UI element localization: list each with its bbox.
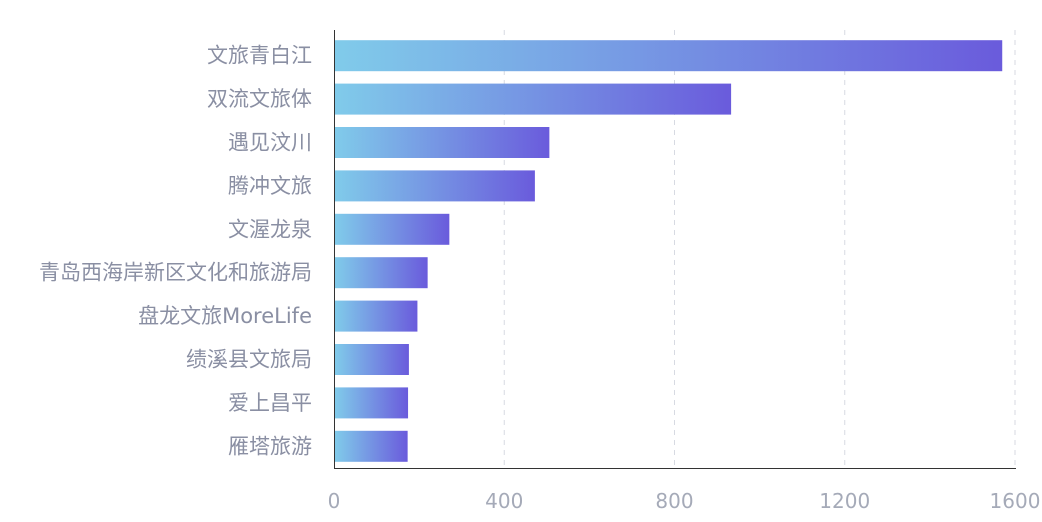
x-tick-label-1200: 1200 bbox=[819, 489, 870, 513]
bar-7 bbox=[335, 300, 418, 332]
category-label-10: 雁塔旅游 bbox=[228, 434, 312, 458]
category-label-2: 双流文旅体 bbox=[207, 87, 312, 111]
category-labels: 文旅青白江双流文旅体遇见汶川腾冲文旅文渥龙泉青岛西海岸新区文化和旅游局盘龙文旅M… bbox=[39, 44, 312, 459]
x-tick-label-800: 800 bbox=[655, 489, 693, 513]
bar-5 bbox=[335, 213, 450, 245]
bar-3 bbox=[335, 127, 550, 158]
bar-layer bbox=[335, 40, 1003, 462]
category-label-3: 遇见汶川 bbox=[228, 131, 312, 155]
category-label-9: 爱上昌平 bbox=[228, 391, 312, 415]
bar-4 bbox=[335, 170, 535, 202]
x-tick-labels: 0 400 800 1200 1600 bbox=[328, 489, 1041, 513]
category-label-5: 文渥龙泉 bbox=[228, 217, 312, 241]
axis-layer bbox=[334, 30, 1016, 469]
bar-2 bbox=[335, 83, 732, 115]
category-label-7: 盘龙文旅MoreLife bbox=[138, 304, 312, 328]
bar-6 bbox=[335, 257, 428, 289]
x-tick-label-400: 400 bbox=[485, 489, 523, 513]
x-tick-label-1600: 1600 bbox=[990, 489, 1041, 513]
category-label-6: 青岛西海岸新区文化和旅游局 bbox=[39, 261, 312, 285]
x-tick-label-0: 0 bbox=[328, 489, 341, 513]
bar-8 bbox=[335, 344, 409, 375]
bar-10 bbox=[335, 430, 408, 462]
category-label-8: 绩溪县文旅局 bbox=[186, 348, 312, 372]
category-label-4: 腾冲文旅 bbox=[228, 174, 312, 198]
bar-1 bbox=[335, 40, 1003, 72]
category-label-1: 文旅青白江 bbox=[207, 44, 312, 68]
bar-9 bbox=[335, 387, 409, 419]
